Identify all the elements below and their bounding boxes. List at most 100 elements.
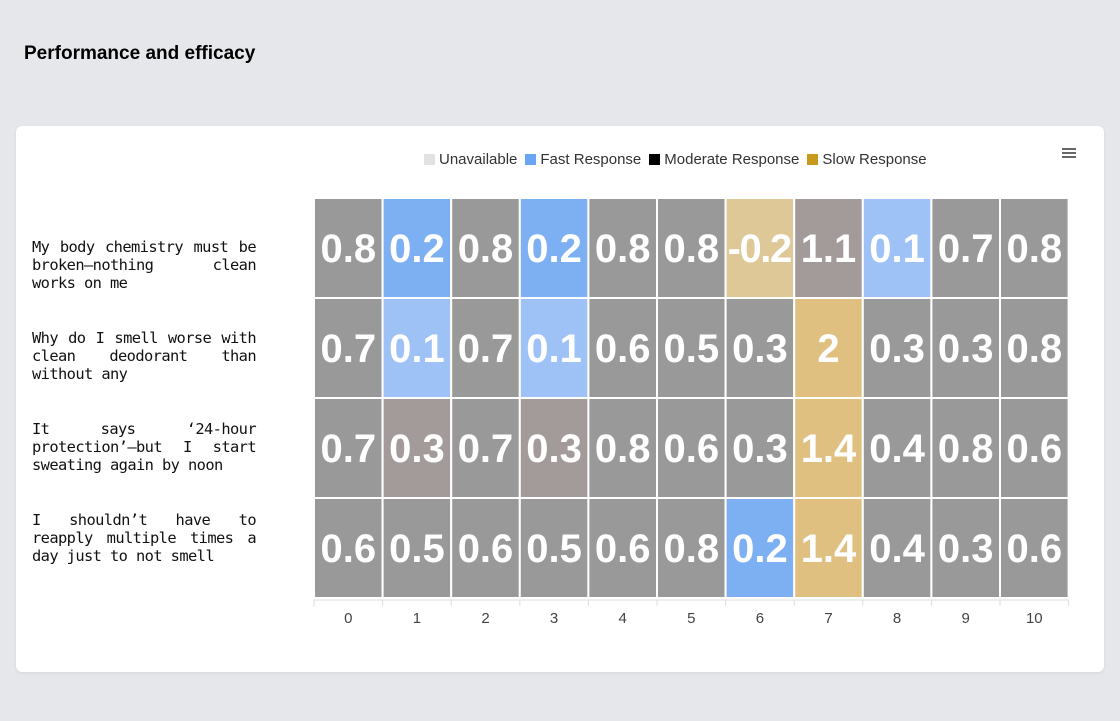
- heatmap-cell[interactable]: [313, 297, 384, 399]
- page-title: Performance and efficacy: [24, 43, 256, 64]
- heatmap-cell-label: 0.5: [389, 527, 445, 571]
- heatmap-cell[interactable]: [381, 197, 453, 299]
- heatmap-cell[interactable]: [793, 297, 864, 399]
- heatmap-cell-label: 0.7: [320, 427, 376, 471]
- heatmap-cell[interactable]: [381, 397, 453, 499]
- heatmap-cell[interactable]: [450, 397, 521, 499]
- heatmap-cell[interactable]: [999, 397, 1070, 499]
- heatmap-cell[interactable]: [793, 497, 864, 599]
- heatmap-cell[interactable]: [518, 197, 590, 299]
- heatmap-cell-label: 0.1: [389, 327, 445, 371]
- heatmap-cell-label: 0.2: [389, 227, 445, 271]
- heatmap-cell[interactable]: [724, 197, 796, 299]
- heatmap-cell-label: 0.8: [595, 227, 651, 271]
- heatmap-cell-label: 0.2: [732, 527, 788, 571]
- heatmap-cell-label: 0.7: [320, 327, 376, 371]
- legend-item-unavailable[interactable]: Unavailable: [424, 151, 517, 168]
- legend-swatch-slow-response: [807, 153, 819, 165]
- row-label: My body chemistry must be broken—nothing…: [32, 238, 257, 292]
- heatmap-cell[interactable]: [313, 397, 384, 499]
- heatmap-cell-label: 0.1: [869, 227, 925, 271]
- x-tick-label: 2: [481, 610, 489, 627]
- heatmap-cell-label: 0.7: [458, 427, 514, 471]
- legend-label: Slow Response: [822, 150, 927, 168]
- heatmap-cell-label: 0.3: [526, 427, 582, 471]
- x-tick-label: 3: [550, 610, 558, 627]
- heatmap-cell[interactable]: [518, 497, 590, 599]
- legend-swatch-unavailable: [424, 153, 435, 165]
- heatmap-cell-label: 0.6: [595, 327, 651, 371]
- heatmap-cell-label: 0.5: [526, 527, 582, 571]
- heatmap-cell[interactable]: [861, 197, 933, 299]
- heatmap-chart: 0.8 0.2 0.8 0.2 0.8 0.8 -0.2 1.1 0.1 0.7 0.80.7 0.1…: [313, 197, 1070, 627]
- heatmap-cell[interactable]: [587, 497, 659, 599]
- heatmap-cell[interactable]: [861, 497, 933, 599]
- legend-item-slow-response[interactable]: Slow Response: [807, 150, 927, 168]
- heatmap-cell-label: 0.3: [938, 327, 994, 371]
- heatmap-cell-label: 0.3: [732, 427, 788, 471]
- x-tick-label: 8: [893, 610, 901, 627]
- heatmap-cell[interactable]: [930, 397, 1002, 499]
- heatmap-cell[interactable]: [381, 497, 453, 599]
- heatmap-cell-label: 0.3: [732, 327, 788, 371]
- heatmap-cell-label: 0.8: [938, 427, 994, 471]
- heatmap-cell[interactable]: [724, 497, 796, 599]
- heatmap-cell-label: 0.3: [938, 527, 994, 571]
- heatmap-cell-label: 0.6: [1006, 427, 1062, 471]
- heatmap-cell[interactable]: [450, 197, 521, 299]
- heatmap-cell-label: 0.4: [869, 527, 925, 571]
- heatmap-cell-label: 0.8: [663, 527, 719, 571]
- heatmap-cell[interactable]: [656, 497, 727, 599]
- heatmap-cell-label: 0.3: [869, 327, 925, 371]
- heatmap-cell-label: 1.1: [801, 227, 857, 271]
- heatmap-cell-label: 0.7: [938, 227, 994, 271]
- heatmap-cell[interactable]: [999, 197, 1070, 299]
- chart-card: Unavailable Fast Response Moderate Respo…: [16, 126, 1104, 672]
- heatmap-cell-label: 0.6: [458, 527, 514, 571]
- x-tick-label: 0: [344, 610, 352, 627]
- x-tick-label: 7: [824, 610, 832, 627]
- heatmap-cell[interactable]: [724, 297, 796, 399]
- row-label: Why do I smell worse with clean deodoran…: [32, 329, 257, 383]
- x-tick-label: 5: [687, 610, 695, 627]
- heatmap-cell-label: 2: [817, 327, 839, 371]
- heatmap-cell-label: 0.6: [663, 427, 719, 471]
- x-tick-label: 6: [756, 610, 764, 627]
- heatmap-cell[interactable]: [656, 197, 727, 299]
- heatmap-cell-label: 0.4: [869, 427, 925, 471]
- heatmap-cell[interactable]: [930, 197, 1002, 299]
- legend-swatch-moderate-response: [649, 153, 661, 165]
- heatmap-cell[interactable]: [793, 197, 864, 299]
- legend-label: Fast Response: [540, 150, 642, 168]
- x-tick-label: 1: [413, 610, 421, 627]
- heatmap-cell-label: 0.6: [595, 527, 651, 571]
- heatmap-cell[interactable]: [999, 497, 1070, 599]
- heatmap-cell-label: 0.8: [1006, 227, 1062, 271]
- legend-item-fast-response[interactable]: Fast Response: [525, 151, 641, 168]
- hamburger-menu-icon[interactable]: [1062, 148, 1076, 160]
- heatmap-cell-label: 1.4: [801, 427, 857, 471]
- row-label: I shouldn’t have to reapply multiple tim…: [32, 511, 257, 565]
- heatmap-cell[interactable]: [930, 497, 1002, 599]
- heatmap-cell-label: 0.8: [320, 227, 376, 271]
- legend-item-moderate-response[interactable]: Moderate Response: [649, 151, 799, 168]
- heatmap-cell-label: 0.1: [526, 327, 582, 371]
- x-tick-label: 9: [962, 610, 970, 627]
- heatmap-cell-label: 0.7: [458, 327, 514, 371]
- legend-label: Unavailable: [439, 150, 518, 168]
- x-tick-label: 4: [619, 610, 627, 627]
- heatmap-cell-label: 0.8: [663, 227, 719, 271]
- chart-legend: Unavailable Fast Response Moderate Respo…: [424, 150, 935, 168]
- heatmap-cell[interactable]: [999, 297, 1070, 399]
- heatmap-cell[interactable]: [861, 297, 933, 399]
- heatmap-cell-label: 0.8: [1006, 327, 1062, 371]
- heatmap-cell-label: 0.2: [526, 227, 582, 271]
- row-label: It says ‘24-hour protection’—but I start…: [32, 420, 257, 474]
- heatmap-cell-label: 0.8: [595, 427, 651, 471]
- heatmap-cell-label: 1.4: [801, 527, 857, 571]
- legend-swatch-fast-response: [525, 153, 537, 165]
- heatmap-cell[interactable]: [381, 297, 453, 399]
- heatmap-cell[interactable]: [587, 297, 659, 399]
- heatmap-cell[interactable]: [518, 297, 590, 399]
- heatmap-cell[interactable]: [656, 297, 727, 399]
